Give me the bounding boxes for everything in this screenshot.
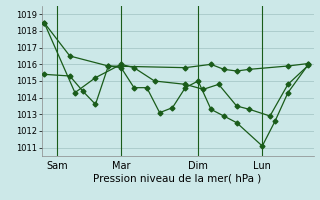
X-axis label: Pression niveau de la mer( hPa ): Pression niveau de la mer( hPa ) bbox=[93, 174, 262, 184]
